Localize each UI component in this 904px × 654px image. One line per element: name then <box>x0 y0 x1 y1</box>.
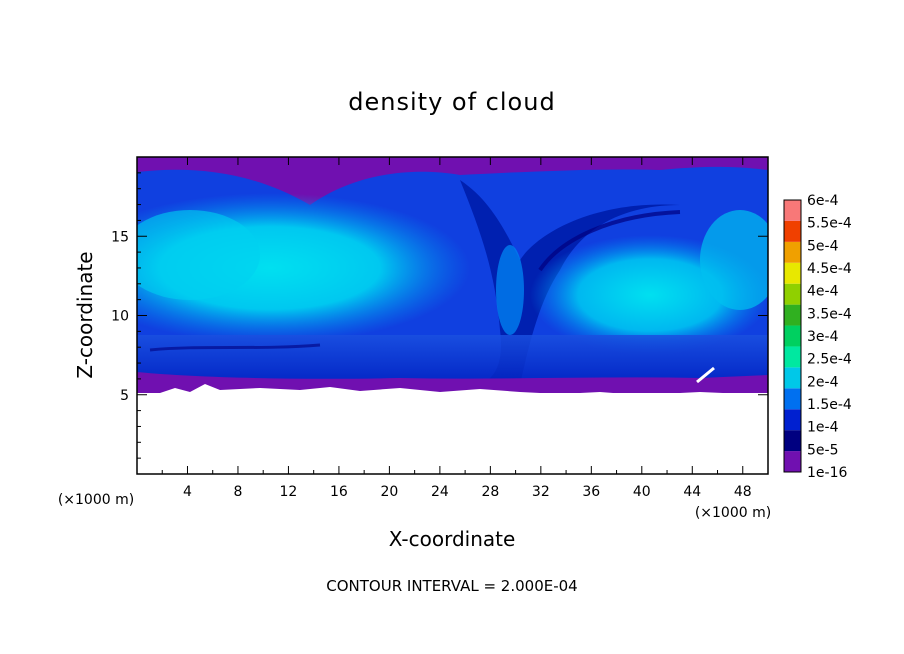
colorbar-swatch <box>784 325 801 347</box>
x-tick-label: 40 <box>633 484 651 500</box>
left-cloud-core <box>137 193 470 343</box>
column-core <box>496 245 524 335</box>
white-streak <box>696 366 715 384</box>
x-tick-label: 48 <box>734 484 752 500</box>
colorbar-swatch <box>784 346 801 368</box>
cloud-field <box>137 157 768 474</box>
y-axis-label: Z-coordinate <box>73 251 97 378</box>
colorbar-swatch <box>784 388 801 410</box>
top-purple-region <box>137 157 768 170</box>
x-unit-left: (×1000 m) <box>58 492 134 508</box>
x-tick-label: 8 <box>233 484 242 500</box>
colorbar-swatch <box>784 283 801 305</box>
right-edge-core <box>700 210 768 310</box>
x-axis-label: X-coordinate <box>389 527 516 551</box>
colorbar-swatch <box>784 304 801 326</box>
bottom-purple-region <box>137 372 768 393</box>
y-tick-label: 5 <box>120 388 129 404</box>
lower-band <box>137 335 768 385</box>
x-tick-label: 16 <box>330 484 348 500</box>
dark-streak <box>149 343 321 352</box>
x-tick-label: 4 <box>183 484 192 500</box>
x-tick-label: 36 <box>582 484 600 500</box>
colorbar-swatch <box>784 367 801 389</box>
colorbar: 1e-16 5e-5 1e-4 1.5e-4 2e-4 2.5e-4 3e-4 3.5e-4 4… <box>783 193 852 481</box>
colorbar-label: 3e-4 <box>807 329 839 345</box>
x-tick-label: 20 <box>380 484 398 500</box>
colorbar-label: 4.5e-4 <box>807 261 852 277</box>
y-tick-label: 10 <box>111 309 129 325</box>
colorbar-frame <box>783 199 802 473</box>
colorbar-label: 4e-4 <box>807 284 839 300</box>
colorbar-swatch <box>784 262 801 284</box>
no-data-region <box>137 384 768 474</box>
colorbar-swatch <box>784 430 801 452</box>
colorbar-label: 5e-5 <box>807 442 838 458</box>
colorbar-label: 5.5e-4 <box>807 216 852 232</box>
x-unit-right: (×1000 m) <box>695 505 771 521</box>
colorbar-swatch <box>784 241 801 263</box>
x-axis: 4 8 12 16 20 24 28 32 36 40 44 48 <box>161 157 752 500</box>
colorbar-label: 2.5e-4 <box>807 352 852 368</box>
left-cloud-inner <box>137 210 260 300</box>
x-tick-label: 12 <box>280 484 298 500</box>
dark-column-region <box>460 180 680 385</box>
contour-interval-note: CONTOUR INTERVAL = 2.000E-04 <box>326 577 578 595</box>
colorbar-label: 1.5e-4 <box>807 397 852 413</box>
chart-title: density of cloud <box>348 88 556 116</box>
colorbar-swatch <box>784 409 801 431</box>
x-tick-label: 32 <box>532 484 550 500</box>
y-axis: 5 10 15 <box>111 172 768 459</box>
dark-streak <box>538 210 681 272</box>
colorbar-swatch <box>784 220 801 242</box>
y-tick-label: 15 <box>111 229 129 245</box>
colorbar-label: 5e-4 <box>807 238 839 254</box>
colorbar-swatch <box>784 451 801 472</box>
x-tick-label: 28 <box>481 484 499 500</box>
x-tick-label: 24 <box>431 484 449 500</box>
colorbar-swatch <box>784 200 801 221</box>
colorbar-label: 6e-4 <box>807 193 839 209</box>
x-tick-label: 44 <box>683 484 701 500</box>
colorbar-label: 1e-16 <box>807 465 847 481</box>
colorbar-label: 3.5e-4 <box>807 306 852 322</box>
colorbar-label: 2e-4 <box>807 374 839 390</box>
colorbar-label: 1e-4 <box>807 420 839 436</box>
